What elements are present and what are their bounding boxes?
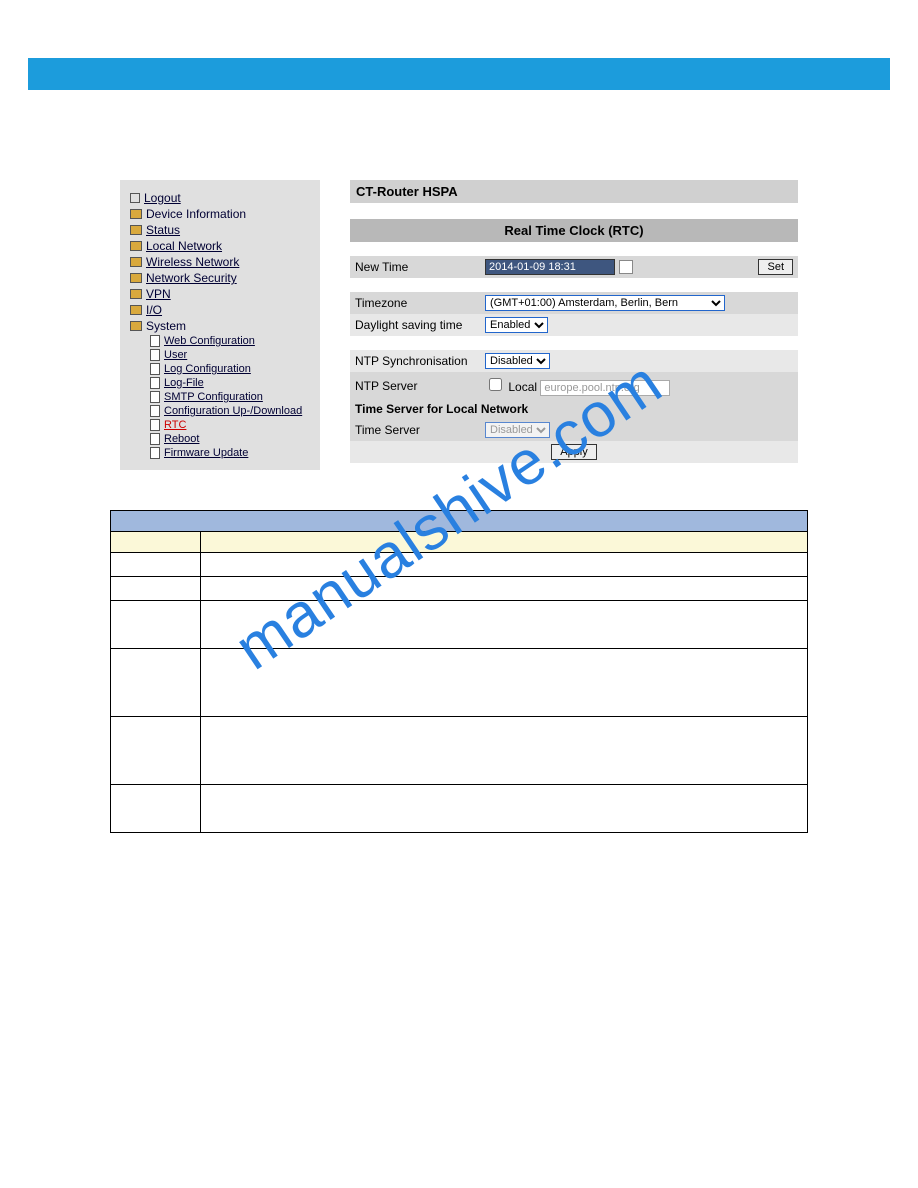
new-time-input[interactable] — [485, 259, 615, 275]
file-icon — [150, 377, 160, 389]
ntp-local-label: Local — [508, 380, 537, 394]
time-server-section: Time Server for Local Network — [350, 399, 798, 419]
ntp-sync-select[interactable]: Disabled — [485, 353, 550, 369]
set-button[interactable]: Set — [758, 259, 793, 275]
folder-icon — [130, 225, 142, 235]
table-cell — [201, 649, 808, 717]
table-cell — [201, 785, 808, 833]
folder-icon — [130, 273, 142, 283]
table-cell — [111, 577, 201, 601]
file-icon — [150, 419, 160, 431]
ntp-server-label: NTP Server — [350, 372, 480, 399]
ntp-sync-label: NTP Synchronisation — [350, 350, 480, 372]
router-screenshot: LogoutDevice InformationStatusLocal Netw… — [0, 180, 918, 470]
nav-item[interactable]: System — [130, 318, 310, 334]
nav-subitem[interactable]: Firmware Update — [150, 446, 310, 460]
table-cell — [201, 577, 808, 601]
nav-item[interactable]: VPN — [130, 286, 310, 302]
nav-item[interactable]: I/O — [130, 302, 310, 318]
timezone-select[interactable]: (GMT+01:00) Amsterdam, Berlin, Bern — [485, 295, 725, 311]
folder-icon — [130, 305, 142, 315]
section-title: Real Time Clock (RTC) — [350, 219, 798, 242]
folder-icon — [130, 289, 142, 299]
file-icon — [150, 447, 160, 459]
nav-subitem[interactable]: Web Configuration — [150, 334, 310, 348]
nav-item[interactable]: Local Network — [130, 238, 310, 254]
nav-panel: LogoutDevice InformationStatusLocal Netw… — [120, 180, 320, 470]
table-cell — [201, 553, 808, 577]
dst-select[interactable]: Enabled — [485, 317, 548, 333]
nav-subitem[interactable]: Configuration Up-/Download — [150, 404, 310, 418]
file-icon — [150, 405, 160, 417]
time-server-label: Time Server — [350, 419, 480, 441]
folder-icon — [130, 321, 142, 331]
dst-label: Daylight saving time — [350, 314, 480, 336]
file-icon — [150, 335, 160, 347]
file-icon — [150, 433, 160, 445]
file-icon — [150, 391, 160, 403]
doc-table-header1 — [111, 511, 808, 532]
out-icon — [130, 193, 140, 203]
table-cell — [201, 601, 808, 649]
ntp-server-input[interactable] — [540, 380, 670, 396]
table-cell — [111, 717, 201, 785]
nav-subitem[interactable]: User — [150, 348, 310, 362]
new-time-label: New Time — [350, 256, 480, 278]
folder-icon — [130, 257, 142, 267]
nav-subitem[interactable]: SMTP Configuration — [150, 390, 310, 404]
table-cell — [201, 717, 808, 785]
nav-subitem[interactable]: Log Configuration — [150, 362, 310, 376]
nav-subitem[interactable]: Reboot — [150, 432, 310, 446]
calendar-icon[interactable] — [619, 260, 633, 274]
file-icon — [150, 363, 160, 375]
device-title: CT-Router HSPA — [350, 180, 798, 203]
timezone-label: Timezone — [350, 292, 480, 314]
time-server-select: Disabled — [485, 422, 550, 438]
ntp-local-checkbox[interactable] — [489, 378, 502, 391]
top-bar — [28, 58, 890, 90]
doc-table-header2-c2 — [201, 532, 808, 553]
file-icon — [150, 349, 160, 361]
doc-table-header2-c1 — [111, 532, 201, 553]
table-cell — [111, 649, 201, 717]
table-cell — [111, 601, 201, 649]
nav-subitem[interactable]: RTC — [150, 418, 310, 432]
apply-button[interactable]: Apply — [551, 444, 597, 460]
nav-item[interactable]: Logout — [130, 190, 310, 206]
nav-item[interactable]: Network Security — [130, 270, 310, 286]
folder-icon — [130, 241, 142, 251]
nav-item[interactable]: Wireless Network — [130, 254, 310, 270]
nav-subitem[interactable]: Log-File — [150, 376, 310, 390]
table-cell — [111, 785, 201, 833]
table-cell — [111, 553, 201, 577]
doc-table — [110, 510, 808, 833]
folder-icon — [130, 209, 142, 219]
nav-item[interactable]: Device Information — [130, 206, 310, 222]
rtc-panel: CT-Router HSPA Real Time Clock (RTC) New… — [350, 180, 798, 463]
nav-item[interactable]: Status — [130, 222, 310, 238]
